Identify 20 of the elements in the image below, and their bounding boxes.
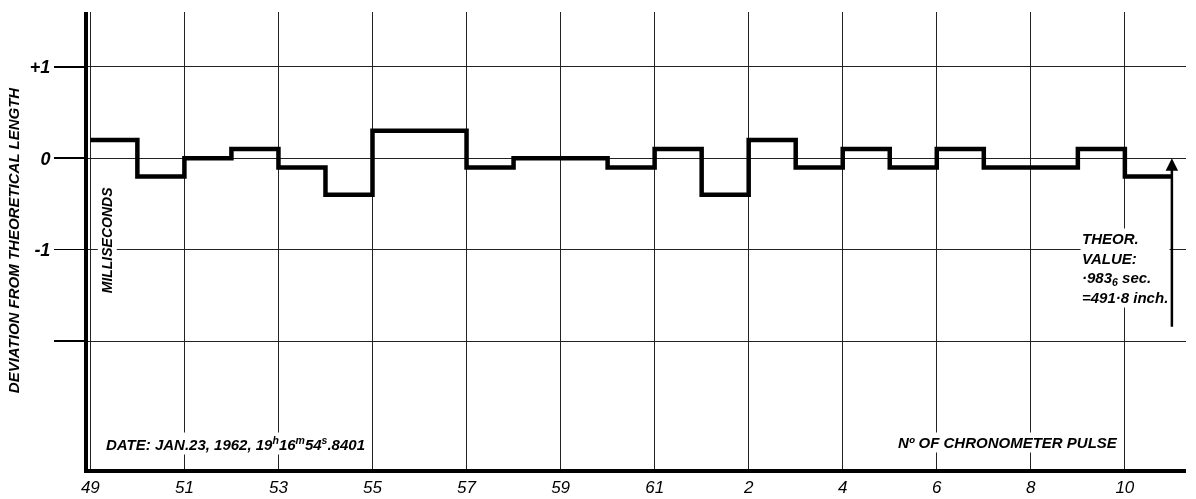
y-axis-title: DEVIATION FROM THEORETICAL LENGTH xyxy=(4,86,22,394)
x-tick-label: 51 xyxy=(174,478,194,498)
x-tick-label: 8 xyxy=(1026,478,1037,498)
x-tick-label: 55 xyxy=(363,478,383,498)
x-tick-label: 59 xyxy=(551,478,571,498)
x-tick-label: 6 xyxy=(932,478,943,498)
x-tick-label: 4 xyxy=(838,478,848,498)
x-tick-label: 53 xyxy=(268,478,289,498)
x-tick-label: 49 xyxy=(80,478,101,498)
annotation: THEOR. VALUE: ·983$_{6}$ sec. =491·8 inch. xyxy=(1082,230,1169,306)
x-tick-label: 57 xyxy=(457,478,477,498)
annotation: DATE: JAN.23, 1962, 19$^{h}$16$^{m}$54$^{s}$.8401 xyxy=(106,434,365,454)
x-tick-label: 61 xyxy=(645,478,665,498)
annotation: MILLISECONDS xyxy=(99,186,116,294)
x-tick-label: 10 xyxy=(1115,478,1135,498)
y-tick-label: -1 xyxy=(34,239,51,260)
x-axis-title: Nº OF CHRONOMETER PULSE xyxy=(898,434,1118,451)
x-tick-label: 2 xyxy=(742,478,754,498)
y-tick-label: +1 xyxy=(29,57,51,78)
y-tick-label: 0 xyxy=(40,148,51,169)
